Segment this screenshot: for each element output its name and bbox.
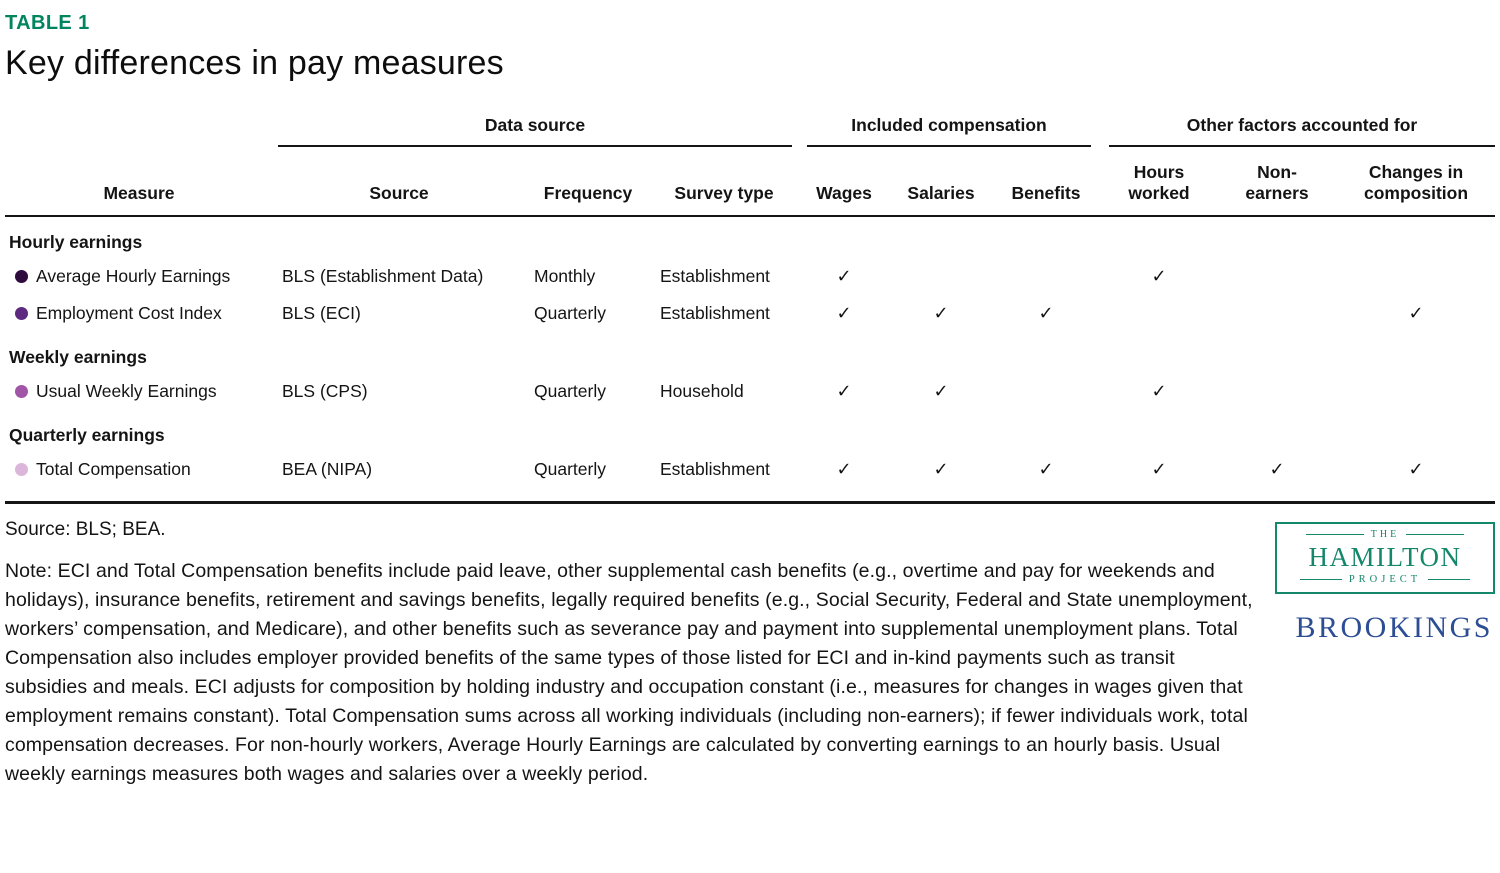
check-wages: ✓ <box>836 303 852 323</box>
column-group-other-factors: Other factors accounted for <box>1109 115 1495 147</box>
check-salaries: ✓ <box>933 381 949 401</box>
row-average-hourly-earnings-measure: Average Hourly Earnings <box>5 258 273 295</box>
column-header-hours-worked: Hours worked <box>1128 162 1190 203</box>
column-header-changes-in-composition: Changes in composition <box>1363 162 1469 203</box>
check-wages: ✓ <box>836 266 852 286</box>
hamilton-logo-project: PROJECT <box>1348 574 1422 585</box>
check-wages: ✓ <box>836 381 852 401</box>
check-salaries: ✓ <box>933 459 949 479</box>
table-bottom-rule <box>5 501 1495 504</box>
column-group-data-source: Data source <box>278 115 792 147</box>
check-changes-in-composition <box>1337 258 1495 295</box>
footer-notes: Source: BLS; BEA. Note: ECI and Total Co… <box>5 519 1257 789</box>
hamilton-logo-the-row: THE <box>1283 529 1487 540</box>
column-header-measure: Measure <box>103 183 175 203</box>
hamilton-logo-project-row: PROJECT <box>1283 574 1487 585</box>
column-header-source: Source <box>369 183 429 203</box>
series-bullet-icon <box>15 306 28 320</box>
rule-line-icon <box>1299 579 1342 580</box>
cell-frequency: Quarterly <box>534 459 606 479</box>
row-total-compensation-measure: Total Compensation <box>5 451 273 488</box>
check-changes-in-composition <box>1337 373 1495 410</box>
rule-line-icon <box>1406 534 1465 535</box>
check-hours-worked: ✓ <box>1151 381 1167 401</box>
check-non-earners <box>1217 258 1337 295</box>
column-header-salaries: Salaries <box>907 183 975 203</box>
cell-frequency: Quarterly <box>534 303 606 323</box>
check-wages: ✓ <box>836 459 852 479</box>
measure-label: Usual Weekly Earnings <box>36 381 217 401</box>
check-benefits: ✓ <box>1038 303 1054 323</box>
hamilton-logo-name: HAMILTON <box>1308 542 1462 572</box>
rule-line-icon <box>1428 579 1471 580</box>
section-label-quarterly-earnings: Quarterly earnings <box>9 425 165 445</box>
check-changes-in-composition: ✓ <box>1408 459 1424 479</box>
hamilton-logo-the: THE <box>1370 529 1400 540</box>
cell-frequency: Monthly <box>534 266 596 286</box>
column-header-wages: Wages <box>816 183 872 203</box>
check-hours-worked: ✓ <box>1151 266 1167 286</box>
column-header-non-earners: Non- earners <box>1245 162 1309 203</box>
cell-source: BLS (Establishment Data) <box>282 266 484 286</box>
check-benefits <box>991 373 1101 410</box>
check-benefits: ✓ <box>1038 459 1054 479</box>
branding-column: THE HAMILTON PROJECT BROOKINGS <box>1257 519 1495 789</box>
check-non-earners <box>1217 295 1337 332</box>
check-non-earners <box>1217 373 1337 410</box>
series-bullet-icon <box>15 269 28 283</box>
check-non-earners: ✓ <box>1269 459 1285 479</box>
cell-frequency: Quarterly <box>534 381 606 401</box>
measure-label: Total Compensation <box>36 459 191 479</box>
hamilton-project-logo: THE HAMILTON PROJECT <box>1275 522 1495 594</box>
measure-label: Employment Cost Index <box>36 303 222 323</box>
column-header-frequency: Frequency <box>543 183 633 203</box>
section-label-hourly-earnings: Hourly earnings <box>9 232 143 252</box>
cell-source: BLS (ECI) <box>282 303 361 323</box>
cell-survey-type: Establishment <box>660 303 770 323</box>
column-group-included-compensation: Included compensation <box>807 115 1091 147</box>
series-bullet-icon <box>15 384 28 398</box>
cell-survey-type: Establishment <box>660 266 770 286</box>
footer: Source: BLS; BEA. Note: ECI and Total Co… <box>5 519 1495 789</box>
check-benefits <box>991 258 1101 295</box>
column-header-benefits: Benefits <box>1011 183 1081 203</box>
header-divider <box>5 215 1495 217</box>
check-salaries: ✓ <box>933 303 949 323</box>
source-note: Source: BLS; BEA. <box>5 519 166 540</box>
measure-label: Average Hourly Earnings <box>36 266 231 286</box>
brookings-logo: BROOKINGS <box>1295 611 1493 644</box>
cell-survey-type: Household <box>660 381 744 401</box>
column-header-survey-type: Survey type <box>674 183 774 203</box>
row-usual-weekly-earnings-measure: Usual Weekly Earnings <box>5 373 273 410</box>
cell-survey-type: Establishment <box>660 459 770 479</box>
cell-source: BLS (CPS) <box>282 381 368 401</box>
check-salaries <box>891 258 991 295</box>
group-header-spacer <box>5 115 273 147</box>
pay-measures-table: Data source Included compensation Other … <box>5 115 1495 488</box>
cell-source: BEA (NIPA) <box>282 459 373 479</box>
check-changes-in-composition: ✓ <box>1408 303 1424 323</box>
row-employment-cost-index-measure: Employment Cost Index <box>5 295 273 332</box>
section-label-weekly-earnings: Weekly earnings <box>9 347 147 367</box>
table-label: TABLE 1 <box>5 12 90 34</box>
check-hours-worked: ✓ <box>1151 459 1167 479</box>
check-hours-worked <box>1101 295 1217 332</box>
page-title: Key differences in pay measures <box>5 44 504 82</box>
rule-line-icon <box>1305 534 1364 535</box>
series-bullet-icon <box>15 462 28 476</box>
note-text: Note: ECI and Total Compensation benefit… <box>5 560 1253 785</box>
